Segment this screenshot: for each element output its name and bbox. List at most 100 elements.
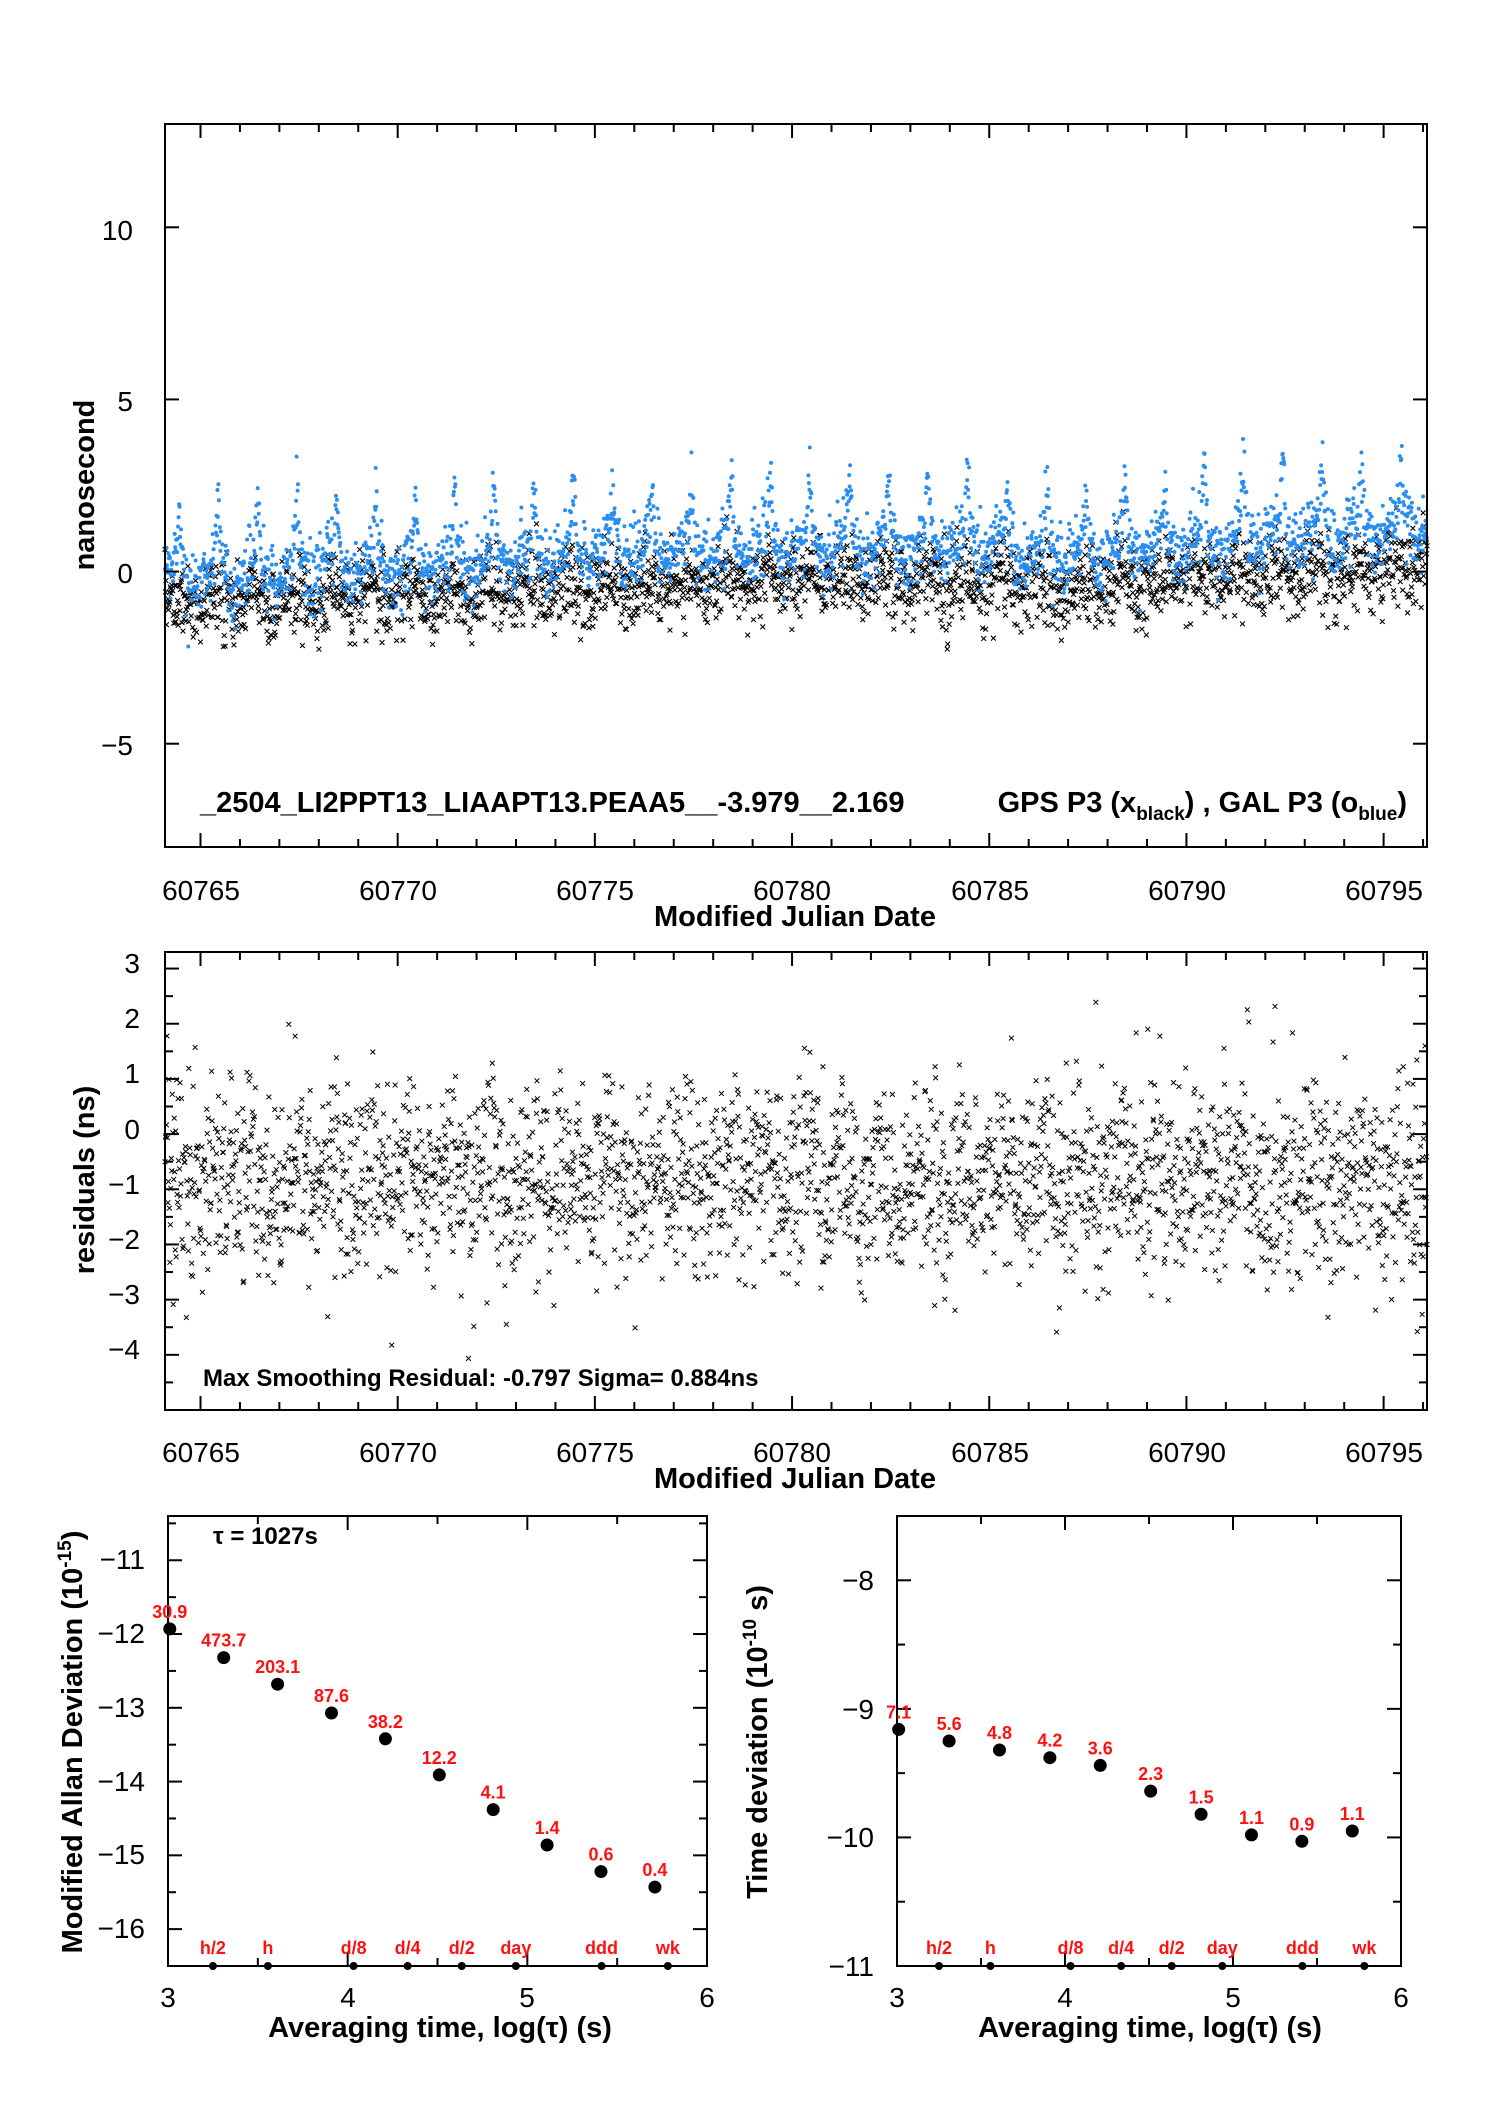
- gal-point: [913, 567, 918, 572]
- gps-point: [346, 611, 353, 618]
- gal-point: [1090, 536, 1095, 541]
- gps-point: [1197, 585, 1204, 592]
- gps-point: [1087, 577, 1094, 584]
- gps-point: [750, 616, 757, 623]
- gal-point: [172, 572, 177, 577]
- gps-point: [253, 597, 260, 604]
- gps-point: [1003, 579, 1009, 586]
- gps-point: [1197, 564, 1204, 571]
- gal-point: [350, 599, 355, 604]
- gps-point: [1230, 553, 1237, 559]
- gal-point: [492, 486, 497, 491]
- gal-point: [566, 552, 570, 557]
- gal-point: [869, 576, 873, 581]
- gal-point: [730, 487, 735, 492]
- gal-point: [641, 553, 646, 558]
- gal-point: [386, 579, 391, 584]
- gps-point: [1187, 621, 1194, 627]
- gps-point: [349, 627, 356, 634]
- gps-point: [323, 595, 330, 602]
- gps-point: [702, 599, 708, 606]
- gal-point: [504, 580, 509, 585]
- gal-point: [407, 586, 412, 591]
- gal-point: [982, 557, 987, 562]
- gal-point: [1035, 571, 1040, 576]
- gal-point: [1221, 572, 1226, 576]
- gps-point: [859, 616, 866, 623]
- gal-point: [616, 538, 621, 543]
- gps-point: [1186, 575, 1193, 582]
- gps-point: [186, 618, 192, 625]
- gal-point: [432, 594, 437, 599]
- gps-point: [1207, 569, 1214, 576]
- gps-point: [1404, 610, 1411, 616]
- gps-point: [741, 606, 748, 612]
- gps-point: [299, 598, 305, 604]
- gps-point: [863, 583, 869, 590]
- gal-point: [888, 518, 893, 523]
- gal-point: [1309, 547, 1314, 552]
- gps-point: [1045, 552, 1052, 559]
- gps-point: [888, 575, 894, 581]
- gps-point: [721, 578, 727, 584]
- gal-point: [317, 585, 322, 590]
- gal-point: [1197, 559, 1202, 564]
- gal-point: [643, 517, 648, 522]
- gal-point: [345, 549, 350, 554]
- gal-point: [591, 528, 596, 533]
- gal-point: [747, 540, 752, 545]
- gal-point: [927, 501, 932, 506]
- gal-point: [221, 556, 226, 560]
- gal-point: [1282, 501, 1287, 506]
- gal-point: [213, 540, 217, 545]
- gal-point: [382, 559, 386, 564]
- gps-point: [1049, 621, 1056, 628]
- gal-point: [436, 578, 441, 583]
- gal-point: [363, 553, 368, 558]
- gps-point: [674, 603, 681, 609]
- gps-point: [1319, 612, 1326, 618]
- gal-point: [349, 557, 354, 562]
- gal-point: [1124, 499, 1129, 504]
- gal-point: [865, 536, 870, 541]
- gal-point: [552, 559, 557, 564]
- gal-point: [529, 548, 534, 552]
- gal-point: [233, 602, 238, 607]
- gal-point: [446, 575, 451, 580]
- gps-point: [830, 594, 836, 600]
- gal-point: [421, 573, 426, 578]
- gal-point: [1222, 546, 1226, 551]
- gal-point: [224, 573, 229, 578]
- gps-point: [1325, 624, 1331, 631]
- gal-point: [330, 562, 335, 567]
- gal-point: [843, 515, 848, 520]
- gal-point: [990, 550, 995, 554]
- gps-point: [1041, 578, 1047, 584]
- gal-point: [433, 559, 438, 563]
- gps-point: [270, 571, 277, 577]
- gps-point: [561, 604, 568, 611]
- gps-point: [1372, 577, 1378, 584]
- gps-point: [1024, 613, 1031, 619]
- gal-point: [946, 531, 951, 536]
- gal-point: [493, 509, 498, 514]
- gps-point: [443, 595, 450, 601]
- gps-point: [330, 600, 336, 607]
- gal-point: [428, 554, 433, 559]
- gal-point: [415, 520, 419, 525]
- gps-point: [641, 569, 648, 576]
- gps-point: [635, 612, 641, 619]
- gal-point: [215, 533, 219, 538]
- gal-point: [1260, 556, 1265, 561]
- gps-point: [901, 619, 907, 626]
- gps-point: [364, 602, 371, 608]
- gal-point: [738, 531, 743, 536]
- gal-point: [1266, 544, 1271, 549]
- gal-point: [842, 525, 847, 529]
- gal-point: [199, 580, 204, 585]
- gps-point: [248, 604, 255, 611]
- gal-point: [482, 568, 487, 573]
- gal-point: [634, 578, 639, 583]
- gps-point: [1140, 570, 1147, 576]
- gal-point: [545, 595, 550, 600]
